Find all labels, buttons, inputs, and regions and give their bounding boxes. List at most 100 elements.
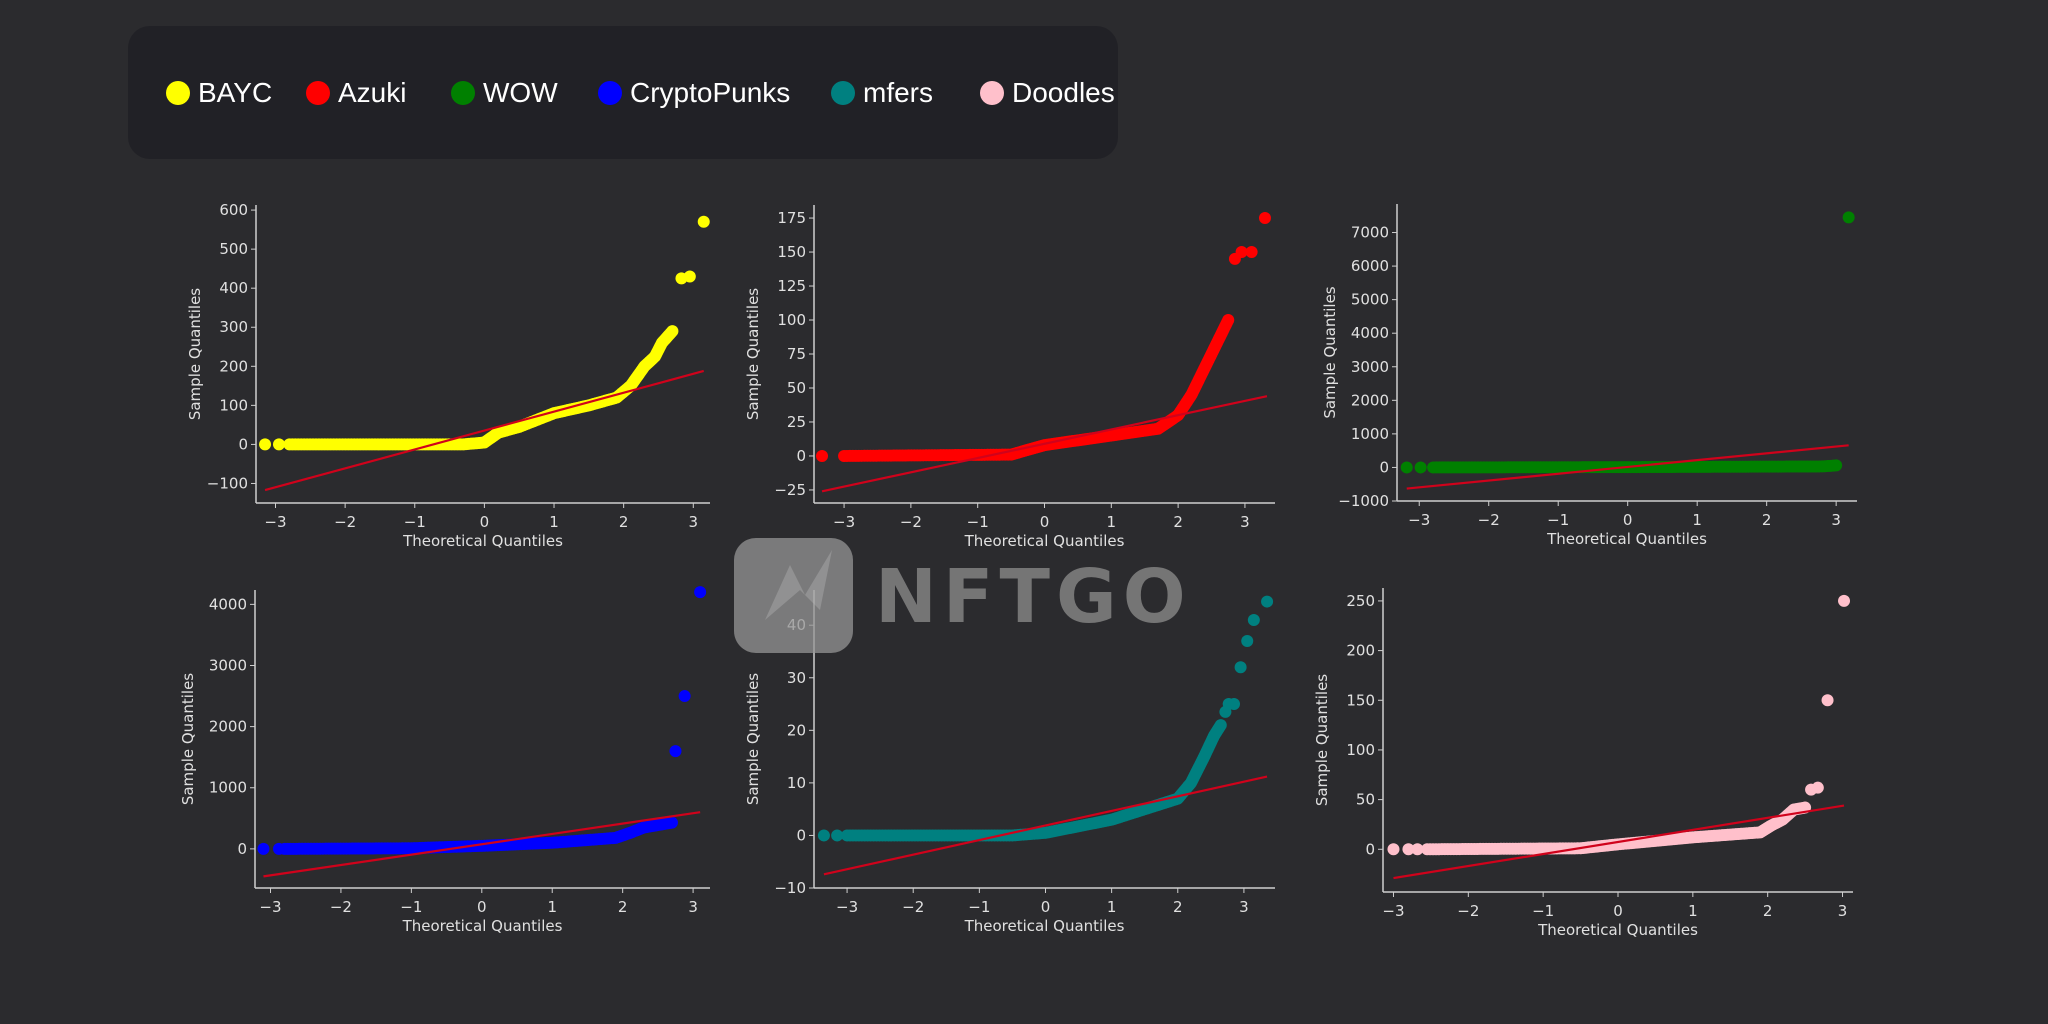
x-tick-label: 3 <box>689 513 699 531</box>
data-point <box>257 842 270 855</box>
legend-label: Azuki <box>338 76 407 108</box>
data-point <box>1838 594 1851 607</box>
data-point <box>272 842 285 855</box>
x-tick-label: 3 <box>1831 511 1841 529</box>
x-tick-label: −2 <box>1457 902 1479 920</box>
legend-item-cryptopunks: CryptoPunks <box>598 26 790 159</box>
y-tick-label: −10 <box>774 879 806 897</box>
y-tick-label: 1000 <box>209 779 247 797</box>
x-tick-label: 1 <box>1107 513 1117 531</box>
legend-label: WOW <box>483 76 558 108</box>
data-point <box>1821 694 1834 707</box>
y-axis-label: Sample Quantiles <box>744 673 762 805</box>
data-point <box>831 829 844 842</box>
data-point <box>1261 595 1274 608</box>
x-tick-label: 2 <box>618 898 628 916</box>
x-tick-label: −1 <box>1547 511 1569 529</box>
data-point <box>1842 211 1855 224</box>
y-tick-label: 6000 <box>1351 257 1389 275</box>
y-axis-label: Sample Quantiles <box>1321 286 1339 418</box>
y-tick-label: 7000 <box>1351 224 1389 242</box>
x-tick-label: 2 <box>1762 511 1772 529</box>
legend-marker <box>451 80 475 105</box>
data-point <box>272 438 285 451</box>
y-tick-label: 400 <box>219 279 248 297</box>
legend-label: CryptoPunks <box>630 76 791 108</box>
x-tick-label: 2 <box>619 513 629 531</box>
qq-plot-doodles: −3 −2 −1 0 1 2 3 0 50 100 150 200 250 Theoretical Qua… <box>1313 588 1853 939</box>
x-tick-label: 1 <box>1692 511 1702 529</box>
legend-item-doodles: Doodles <box>980 26 1115 159</box>
data-point <box>1414 461 1427 474</box>
reference-line <box>263 811 701 878</box>
data-point <box>1235 246 1248 259</box>
y-axis-label: Sample Quantiles <box>186 288 204 420</box>
y-tick-label: 0 <box>1379 458 1389 476</box>
x-axis-label: Theoretical Quantiles <box>964 917 1125 935</box>
x-tick-label: 0 <box>477 898 487 916</box>
x-tick-label: −2 <box>334 513 356 531</box>
y-tick-label: 200 <box>219 357 248 375</box>
x-tick-label: 2 <box>1763 902 1773 920</box>
y-tick-label: 4000 <box>209 595 247 613</box>
data-point <box>1227 698 1240 711</box>
nftgo-logo-icon <box>734 538 853 653</box>
data-point <box>694 586 707 599</box>
x-tick-label: −1 <box>968 898 990 916</box>
x-tick-label: 3 <box>1240 513 1250 531</box>
data-point <box>697 215 710 228</box>
x-tick-label: 1 <box>1688 902 1698 920</box>
y-tick-label: 4000 <box>1351 324 1389 342</box>
data-point <box>666 325 679 338</box>
reference-line <box>1393 804 1845 880</box>
y-tick-label: 0 <box>237 840 247 858</box>
y-tick-label: 300 <box>219 318 248 336</box>
x-tick-label: 1 <box>549 513 559 531</box>
legend-marker <box>831 80 855 105</box>
x-tick-label: 0 <box>1041 898 1051 916</box>
y-tick-label: 2000 <box>1351 391 1389 409</box>
y-tick-label: 30 <box>787 669 806 687</box>
data-point <box>1222 314 1235 327</box>
y-tick-label: 500 <box>219 240 248 258</box>
x-axis-label: Theoretical Quantiles <box>1537 921 1698 939</box>
x-axis-label: Theoretical Quantiles <box>1546 530 1707 548</box>
y-tick-label: 50 <box>787 379 806 397</box>
legend-marker <box>598 80 622 105</box>
reference-line <box>264 369 705 492</box>
reference-line <box>821 395 1268 493</box>
data-point <box>1402 843 1415 856</box>
x-tick-label: −3 <box>259 898 281 916</box>
x-tick-label: −2 <box>1478 511 1500 529</box>
nftgo-watermark-text: NFTGO <box>875 554 1192 640</box>
legend-item-wow: WOW <box>451 26 558 159</box>
nftgo-watermark: NFTGO <box>734 538 1192 653</box>
x-tick-label: −2 <box>330 898 352 916</box>
data-point <box>1245 246 1258 259</box>
y-tick-label: 175 <box>777 209 806 227</box>
x-tick-label: 0 <box>1623 511 1633 529</box>
data-point <box>1387 843 1400 856</box>
y-tick-label: 100 <box>777 311 806 329</box>
y-tick-label: 100 <box>1346 741 1375 759</box>
y-tick-label: 2000 <box>209 718 247 736</box>
y-tick-label: −25 <box>774 481 806 499</box>
x-tick-label: 1 <box>1107 898 1117 916</box>
x-tick-label: 0 <box>1613 902 1623 920</box>
y-tick-label: 100 <box>219 396 248 414</box>
y-axis-label: Sample Quantiles <box>179 673 197 805</box>
x-tick-label: −3 <box>836 898 858 916</box>
y-tick-label: 3000 <box>1351 358 1389 376</box>
y-tick-label: 0 <box>1365 840 1375 858</box>
x-tick-label: 3 <box>1239 898 1249 916</box>
x-tick-label: −3 <box>1382 902 1404 920</box>
y-axis-label: Sample Quantiles <box>1313 674 1331 806</box>
y-tick-label: 5000 <box>1351 291 1389 309</box>
y-tick-label: 3000 <box>209 656 247 674</box>
legend: BAYC Azuki WOW CryptoPunks mfers Doodles <box>128 26 1118 159</box>
legend-marker <box>306 80 330 105</box>
y-tick-label: 200 <box>1346 642 1375 660</box>
reference-line <box>823 775 1268 876</box>
y-tick-label: 125 <box>777 277 806 295</box>
